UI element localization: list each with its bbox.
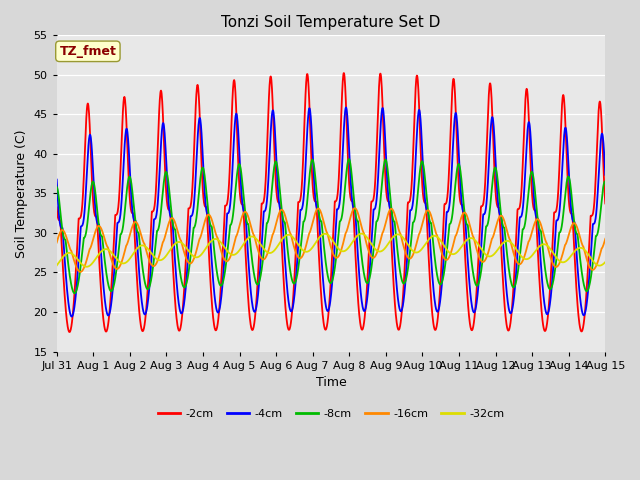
Text: TZ_fmet: TZ_fmet: [60, 45, 116, 58]
Title: Tonzi Soil Temperature Set D: Tonzi Soil Temperature Set D: [221, 15, 441, 30]
-4cm: [277, 207, 285, 213]
-2cm: [170, 284, 178, 290]
-32cm: [170, 242, 178, 248]
-2cm: [53, 204, 61, 210]
-2cm: [340, 70, 348, 76]
-2cm: [602, 201, 609, 206]
-8cm: [170, 226, 178, 231]
-16cm: [77, 269, 84, 275]
-4cm: [170, 244, 178, 250]
-4cm: [428, 265, 436, 271]
-16cm: [277, 207, 285, 213]
-32cm: [428, 234, 436, 240]
Line: -32cm: -32cm: [57, 234, 605, 267]
Line: -16cm: -16cm: [57, 208, 605, 272]
-8cm: [602, 179, 609, 185]
-2cm: [277, 222, 285, 228]
-32cm: [84, 264, 92, 269]
-8cm: [277, 199, 285, 205]
Line: -8cm: -8cm: [57, 159, 605, 293]
-4cm: [84, 143, 92, 149]
-32cm: [602, 259, 609, 265]
-4cm: [68, 314, 76, 320]
-2cm: [84, 103, 92, 109]
-32cm: [277, 238, 285, 244]
-32cm: [358, 231, 365, 237]
-32cm: [53, 263, 61, 268]
-16cm: [84, 251, 92, 257]
-16cm: [170, 217, 178, 223]
-16cm: [280, 209, 287, 215]
-2cm: [280, 277, 287, 283]
-8cm: [53, 184, 61, 190]
-16cm: [351, 205, 358, 211]
-4cm: [342, 105, 350, 110]
Y-axis label: Soil Temperature (C): Soil Temperature (C): [15, 129, 28, 258]
-4cm: [53, 177, 61, 182]
-32cm: [83, 264, 90, 270]
X-axis label: Time: Time: [316, 376, 346, 389]
-2cm: [66, 329, 74, 335]
-8cm: [259, 262, 266, 268]
Line: -2cm: -2cm: [57, 73, 605, 332]
-16cm: [259, 256, 266, 262]
-4cm: [602, 172, 609, 178]
-8cm: [84, 211, 92, 216]
-2cm: [428, 305, 436, 311]
-16cm: [602, 236, 609, 241]
-16cm: [428, 215, 436, 221]
Legend: -2cm, -4cm, -8cm, -16cm, -32cm: -2cm, -4cm, -8cm, -16cm, -32cm: [153, 405, 509, 423]
-8cm: [428, 226, 436, 232]
Line: -4cm: -4cm: [57, 108, 605, 317]
-4cm: [280, 235, 287, 240]
-16cm: [53, 240, 61, 245]
-32cm: [280, 235, 287, 240]
-8cm: [280, 218, 287, 224]
-8cm: [345, 156, 353, 162]
-32cm: [259, 244, 266, 250]
-8cm: [71, 290, 79, 296]
-4cm: [259, 234, 266, 240]
-2cm: [259, 201, 266, 206]
